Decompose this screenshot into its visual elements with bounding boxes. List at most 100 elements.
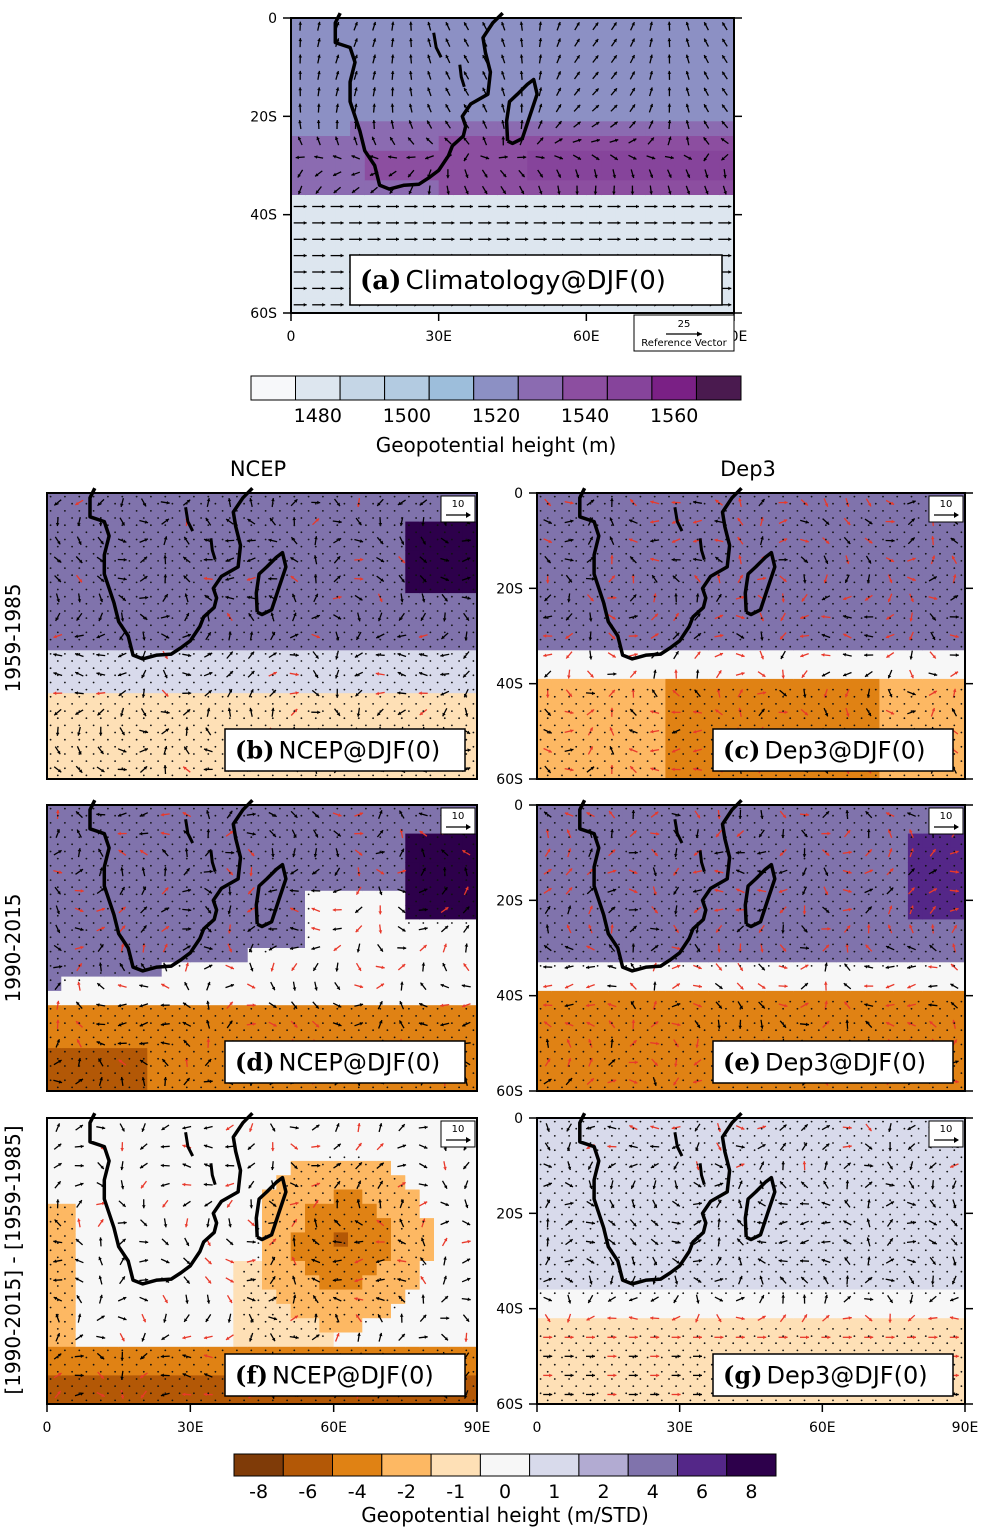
significance-dot	[171, 531, 174, 534]
shade-cell	[722, 650, 738, 666]
shade-cell	[468, 106, 484, 122]
shade-cell	[391, 521, 406, 537]
shade-cell	[693, 521, 709, 537]
significance-dot	[185, 731, 188, 734]
wind-vector-head	[390, 120, 394, 124]
significance-dot	[142, 602, 145, 605]
shade-cell	[61, 593, 77, 608]
significance-dot	[408, 667, 410, 670]
significance-dot	[114, 631, 116, 634]
shade-cell	[679, 721, 695, 737]
significance-dot	[193, 624, 195, 627]
significance-dot	[279, 538, 281, 541]
significance-dot	[307, 552, 310, 555]
shade-cell	[719, 91, 735, 108]
shade-cell	[765, 693, 781, 709]
shade-cell	[551, 750, 567, 766]
shade-cell	[636, 564, 652, 580]
shade-cell	[936, 650, 952, 666]
significance-dot	[171, 517, 174, 519]
significance-dot	[458, 588, 460, 591]
significance-dot	[207, 524, 210, 527]
shade-cell	[468, 239, 484, 255]
shade-cell	[537, 535, 552, 551]
significance-dot	[293, 567, 296, 569]
wind-vector-head	[372, 38, 377, 42]
significance-dot	[350, 510, 353, 512]
shade-cell	[104, 636, 120, 651]
shade-cell	[689, 32, 706, 49]
shade-cell	[497, 47, 514, 63]
shade-cell	[708, 650, 724, 666]
significance-dot	[236, 610, 238, 612]
significance-dot	[322, 524, 324, 527]
significance-dot	[185, 688, 188, 691]
shade-cell	[893, 621, 909, 637]
y-tick-label: 20S	[250, 109, 277, 125]
significance-dot	[236, 581, 238, 584]
shade-cell	[751, 693, 766, 709]
shade-cell	[90, 607, 105, 623]
shade-cell	[262, 535, 277, 551]
significance-dot	[135, 724, 138, 727]
shade-cell	[556, 224, 573, 240]
significance-dot	[393, 567, 396, 569]
shade-cell	[61, 750, 77, 766]
shade-cell	[527, 136, 543, 152]
shade-cell	[364, 77, 381, 93]
significance-dot	[343, 531, 346, 534]
significance-dot	[386, 531, 389, 534]
significance-dot	[451, 638, 453, 641]
shade-cell	[660, 180, 676, 196]
shade-cell	[551, 678, 567, 694]
significance-dot	[64, 638, 66, 641]
significance-dot	[228, 674, 231, 677]
shade-cell	[362, 507, 378, 523]
shade-cell	[551, 693, 567, 709]
shade-cell	[350, 195, 366, 211]
significance-dot	[422, 624, 425, 627]
shade-cell	[651, 721, 666, 737]
wind-vector-head	[414, 237, 418, 242]
shade-cell	[276, 678, 292, 694]
significance-dot	[393, 653, 396, 655]
shade-cell	[47, 693, 62, 709]
significance-dot	[178, 667, 181, 670]
significance-dot	[107, 724, 109, 727]
significance-dot	[372, 660, 374, 662]
shade-cell	[542, 180, 558, 196]
significance-dot	[49, 695, 52, 698]
shade-cell	[765, 493, 781, 508]
significance-dot	[436, 510, 439, 512]
significance-dot	[322, 567, 324, 569]
significance-dot	[436, 681, 439, 684]
significance-dot	[314, 631, 317, 634]
significance-dot	[157, 674, 160, 677]
significance-dot	[243, 703, 246, 705]
wind-vector-head	[445, 38, 449, 42]
significance-dot	[85, 517, 88, 519]
shade-cell	[291, 209, 307, 226]
shade-cell	[405, 521, 421, 537]
wind-vector-head	[408, 190, 412, 195]
shade-cell	[219, 521, 234, 537]
shade-cell	[693, 707, 709, 723]
significance-dot	[250, 538, 253, 541]
shade-cell	[571, 224, 587, 240]
significance-dot	[429, 631, 432, 634]
significance-dot	[329, 774, 331, 777]
shade-cell	[850, 693, 866, 709]
shade-cell	[118, 564, 134, 580]
significance-dot	[150, 624, 152, 627]
wind-vector-head	[464, 71, 468, 75]
significance-dot	[386, 717, 389, 720]
shade-cell	[645, 239, 661, 255]
shade-cell	[394, 47, 410, 63]
wind-vector-head	[352, 189, 356, 193]
significance-dot	[415, 602, 417, 605]
significance-dot	[422, 710, 425, 712]
significance-dot	[286, 717, 288, 720]
wind-vector-head	[465, 190, 469, 195]
shade-cell	[542, 209, 558, 226]
shade-cell	[551, 593, 567, 608]
